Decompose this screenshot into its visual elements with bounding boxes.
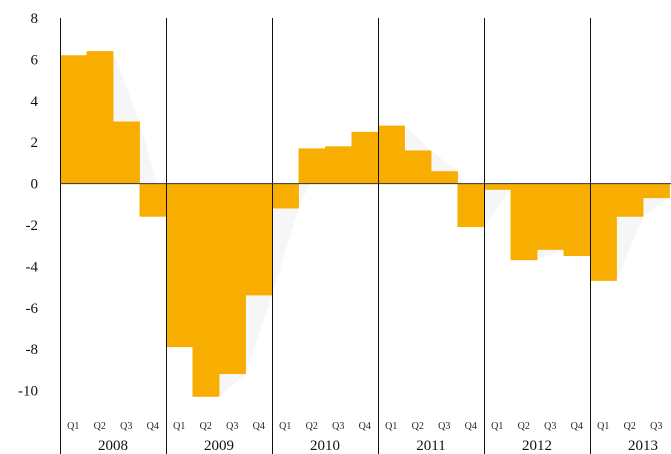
quarter-label: Q3 <box>544 421 556 432</box>
quarter-label: Q2 <box>94 421 106 432</box>
bar-2011-q1 <box>378 125 405 184</box>
quarter-label: Q2 <box>306 421 318 432</box>
bar-2011-q4 <box>457 183 485 228</box>
year-label-2011: 2011 <box>416 438 445 454</box>
bar-2010-q4 <box>351 131 379 184</box>
quarter-label: Q2 <box>624 421 636 432</box>
quarter-label: Q1 <box>491 421 503 432</box>
y-tick-label: -10 <box>18 384 38 400</box>
y-tick-label: -4 <box>26 259 39 275</box>
bar-2008-q1 <box>60 55 87 184</box>
bar-2012-q4 <box>563 183 591 257</box>
bar-2009-q2 <box>192 183 220 397</box>
bar-2010-q1 <box>272 183 299 209</box>
bar-2010-q3 <box>325 146 352 184</box>
y-tick-label: -2 <box>26 218 39 234</box>
bar-2008-q4 <box>139 183 167 217</box>
quarter-label: Q4 <box>253 421 265 432</box>
y-tick-label: 2 <box>31 135 39 151</box>
quarter-label: Q3 <box>438 421 450 432</box>
y-tick-label: 6 <box>31 52 39 68</box>
bar-2012-q2 <box>510 183 538 261</box>
y-tick-label: -8 <box>26 342 39 358</box>
y-axis: 8 6 4 2 0 -2 -4 -6 -8 -10 <box>18 11 39 400</box>
bar-2010-q2 <box>298 148 326 184</box>
bar-2009-q1 <box>166 183 193 348</box>
y-tick-label: 8 <box>31 11 39 27</box>
quarter-label: Q1 <box>385 421 397 432</box>
bar-2009-q3 <box>219 183 246 375</box>
bar-2011-q2 <box>404 150 432 184</box>
bar-2013-q2 <box>616 183 644 217</box>
quarter-label: Q2 <box>412 421 424 432</box>
bars <box>60 51 670 397</box>
quarter-label: Q1 <box>67 421 79 432</box>
year-dividers <box>60 18 591 454</box>
bar-2008-q3 <box>113 121 140 184</box>
y-tick-label: 4 <box>31 94 39 110</box>
bar-2009-q4 <box>245 183 273 296</box>
year-labels: 2008 2009 2010 2011 2012 2013 <box>98 438 658 454</box>
quarter-label: Q1 <box>279 421 291 432</box>
quarter-label: Q3 <box>332 421 344 432</box>
y-tick-label: 0 <box>31 177 39 193</box>
quarter-label: Q4 <box>147 421 159 432</box>
year-label-2012: 2012 <box>522 438 552 454</box>
quarter-labels: Q1 Q2 Q3 Q4 Q1 Q2 Q3 Q4 Q1 Q2 Q3 Q4 Q1 Q2 Q3 Q4 Q1 Q2 Q3 Q4… <box>67 421 662 432</box>
year-label-2008: 2008 <box>98 438 128 454</box>
quarter-label: Q1 <box>173 421 185 432</box>
year-label-2010: 2010 <box>310 438 340 454</box>
quarter-label: Q4 <box>571 421 583 432</box>
y-tick-label: -6 <box>26 301 39 317</box>
bar-2012-q1 <box>484 183 511 190</box>
bar-2011-q3 <box>431 171 458 184</box>
quarter-label: Q3 <box>226 421 238 432</box>
bar-2013-q3 <box>643 183 670 199</box>
quarter-label: Q2 <box>200 421 212 432</box>
quarter-label: Q4 <box>359 421 371 432</box>
quarter-label: Q3 <box>650 421 662 432</box>
quarter-label: Q2 <box>518 421 530 432</box>
bar-2012-q3 <box>537 183 564 250</box>
quarter-label: Q1 <box>597 421 609 432</box>
bar-2008-q2 <box>86 51 114 184</box>
quarter-label: Q3 <box>120 421 132 432</box>
bar-2013-q1 <box>590 183 617 281</box>
year-label-2009: 2009 <box>204 438 234 454</box>
connector-ribbon <box>484 184 511 227</box>
quarter-label: Q4 <box>465 421 477 432</box>
year-label-2013: 2013 <box>628 438 658 454</box>
